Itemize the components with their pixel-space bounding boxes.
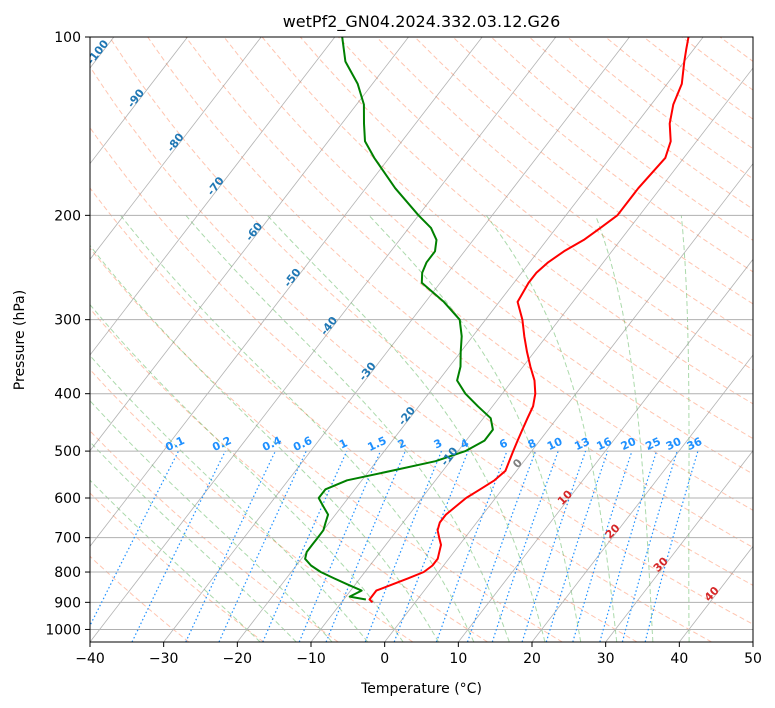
x-tick-label: 20	[523, 651, 541, 667]
moist-adiabat-line	[368, 214, 582, 642]
dry-adiabat-line	[90, 555, 190, 642]
moist-adiabat-line	[120, 214, 475, 642]
dry-adiabat-line	[414, 37, 753, 305]
dry-adiabat-line	[376, 37, 753, 338]
x-tick-label: 50	[744, 651, 762, 667]
mixing-ratio-line	[325, 450, 406, 642]
dry-adiabat-line	[261, 37, 753, 440]
isotherm-line	[90, 37, 262, 260]
mixing-ratio-label: 36	[685, 435, 705, 453]
y-tick-label: 200	[54, 208, 81, 224]
isotherm-lines	[90, 37, 753, 642]
moist-adiabat-line	[90, 479, 261, 642]
mixing-ratio-line	[364, 450, 443, 642]
dry-adiabat-line	[90, 247, 563, 642]
x-axis-label: Temperature (°C)	[360, 681, 482, 697]
isotherm-line	[531, 354, 753, 642]
x-tick-label: 40	[670, 651, 688, 667]
y-axis-label: Pressure (hPa)	[12, 290, 28, 390]
isotherm-line	[90, 37, 336, 356]
mixing-ratio-line	[298, 450, 382, 642]
isotherm-line	[90, 37, 557, 642]
moist-adiabat-line	[266, 214, 546, 642]
mixing-ratio-label: 30	[664, 435, 684, 453]
y-tick-label: 400	[54, 387, 81, 403]
dewpoint-profile-line	[304, 37, 494, 601]
moist-adiabat-line	[90, 244, 439, 642]
y-tick-label: 100	[54, 30, 81, 46]
plot-frame	[89, 36, 754, 643]
x-tick-label: −20	[223, 651, 253, 667]
isotherm-line	[90, 37, 409, 452]
dry-adiabat-line	[90, 307, 488, 642]
moist-adiabats	[90, 214, 690, 642]
mixing-ratio-line	[131, 450, 226, 642]
moist-adiabat-line	[90, 441, 297, 642]
y-tick-label: 700	[54, 531, 81, 547]
mixing-ratio-line	[599, 450, 658, 642]
moist-adiabat-line	[90, 303, 404, 642]
y-tick-label: 300	[54, 313, 81, 329]
dry-adiabat-line	[90, 187, 638, 642]
dry-adiabat-line	[109, 37, 753, 586]
x-tick-label: 10	[449, 651, 467, 667]
mixing-ratio-line	[435, 450, 508, 642]
mixing-ratio-label: 10	[545, 435, 565, 453]
mixing-ratio-line	[466, 450, 537, 642]
dry-adiabats	[90, 37, 753, 642]
isotherm-line	[605, 450, 753, 642]
dry-adiabat-line	[299, 37, 753, 405]
isotherm-line	[458, 258, 753, 642]
isotherm-line	[310, 67, 753, 642]
mixing-ratio-line	[644, 450, 699, 642]
temperature-profile-line	[368, 37, 690, 604]
moist-adiabat-line	[595, 215, 654, 642]
pressure-gridlines	[90, 37, 753, 630]
mixing-ratio-line	[90, 450, 180, 628]
chart-title: wetPf2_GN04.2024.332.03.12.G26	[283, 12, 561, 32]
isotherm-line	[90, 37, 188, 165]
x-tick-label: −30	[149, 651, 179, 667]
mixing-ratio-line	[491, 450, 559, 642]
mixing-ratio-line	[521, 450, 587, 642]
x-tick-label: −10	[296, 651, 326, 667]
y-tick-label: 900	[54, 595, 81, 611]
mixing-ratio-line	[621, 450, 678, 642]
dry-adiabat-line	[90, 368, 414, 642]
dry-adiabat-line	[185, 37, 753, 511]
moist-adiabat-line	[185, 214, 510, 642]
dry-adiabat-line	[90, 65, 753, 625]
y-tick-label: 600	[54, 491, 81, 507]
y-axis: 100 200 300 400 500 600 700 800 900 1000	[45, 30, 90, 638]
x-tick-label: −40	[75, 651, 105, 667]
mixing-ratio-lines	[90, 450, 699, 642]
mixing-ratio-label: 25	[643, 435, 662, 453]
mixing-ratio-line	[262, 450, 348, 642]
moist-adiabat-line	[90, 400, 333, 642]
plot-area: 0.1 0.2 0.4 0.6 1 1.5 2 3 4 6 8 10 13 16 20 25 30 36-100-…	[90, 37, 753, 642]
x-axis: −40 −30 −20 −10 0 10 20 30 40 50	[75, 642, 762, 667]
isotherm-line	[163, 37, 630, 642]
mixing-ratio-line	[393, 450, 469, 642]
moist-adiabat-line	[680, 215, 690, 642]
mixing-ratio-line	[545, 450, 609, 642]
moist-adiabat-line	[90, 354, 369, 642]
mixing-ratio-label: 20	[619, 435, 639, 453]
y-tick-label: 1000	[45, 622, 81, 638]
mixing-ratio-label: 13	[572, 435, 591, 453]
sounding-series	[304, 37, 690, 604]
y-tick-label: 800	[54, 565, 81, 581]
x-tick-label: 0	[380, 651, 389, 667]
dry-adiabat-line	[90, 492, 264, 642]
mixing-ratio-label: 16	[595, 435, 615, 453]
mixing-ratio-line	[572, 450, 633, 642]
y-tick-label: 500	[54, 444, 81, 460]
isotherm-line	[90, 37, 483, 547]
x-tick-label: 30	[597, 651, 615, 667]
isotherm-line	[384, 162, 753, 642]
